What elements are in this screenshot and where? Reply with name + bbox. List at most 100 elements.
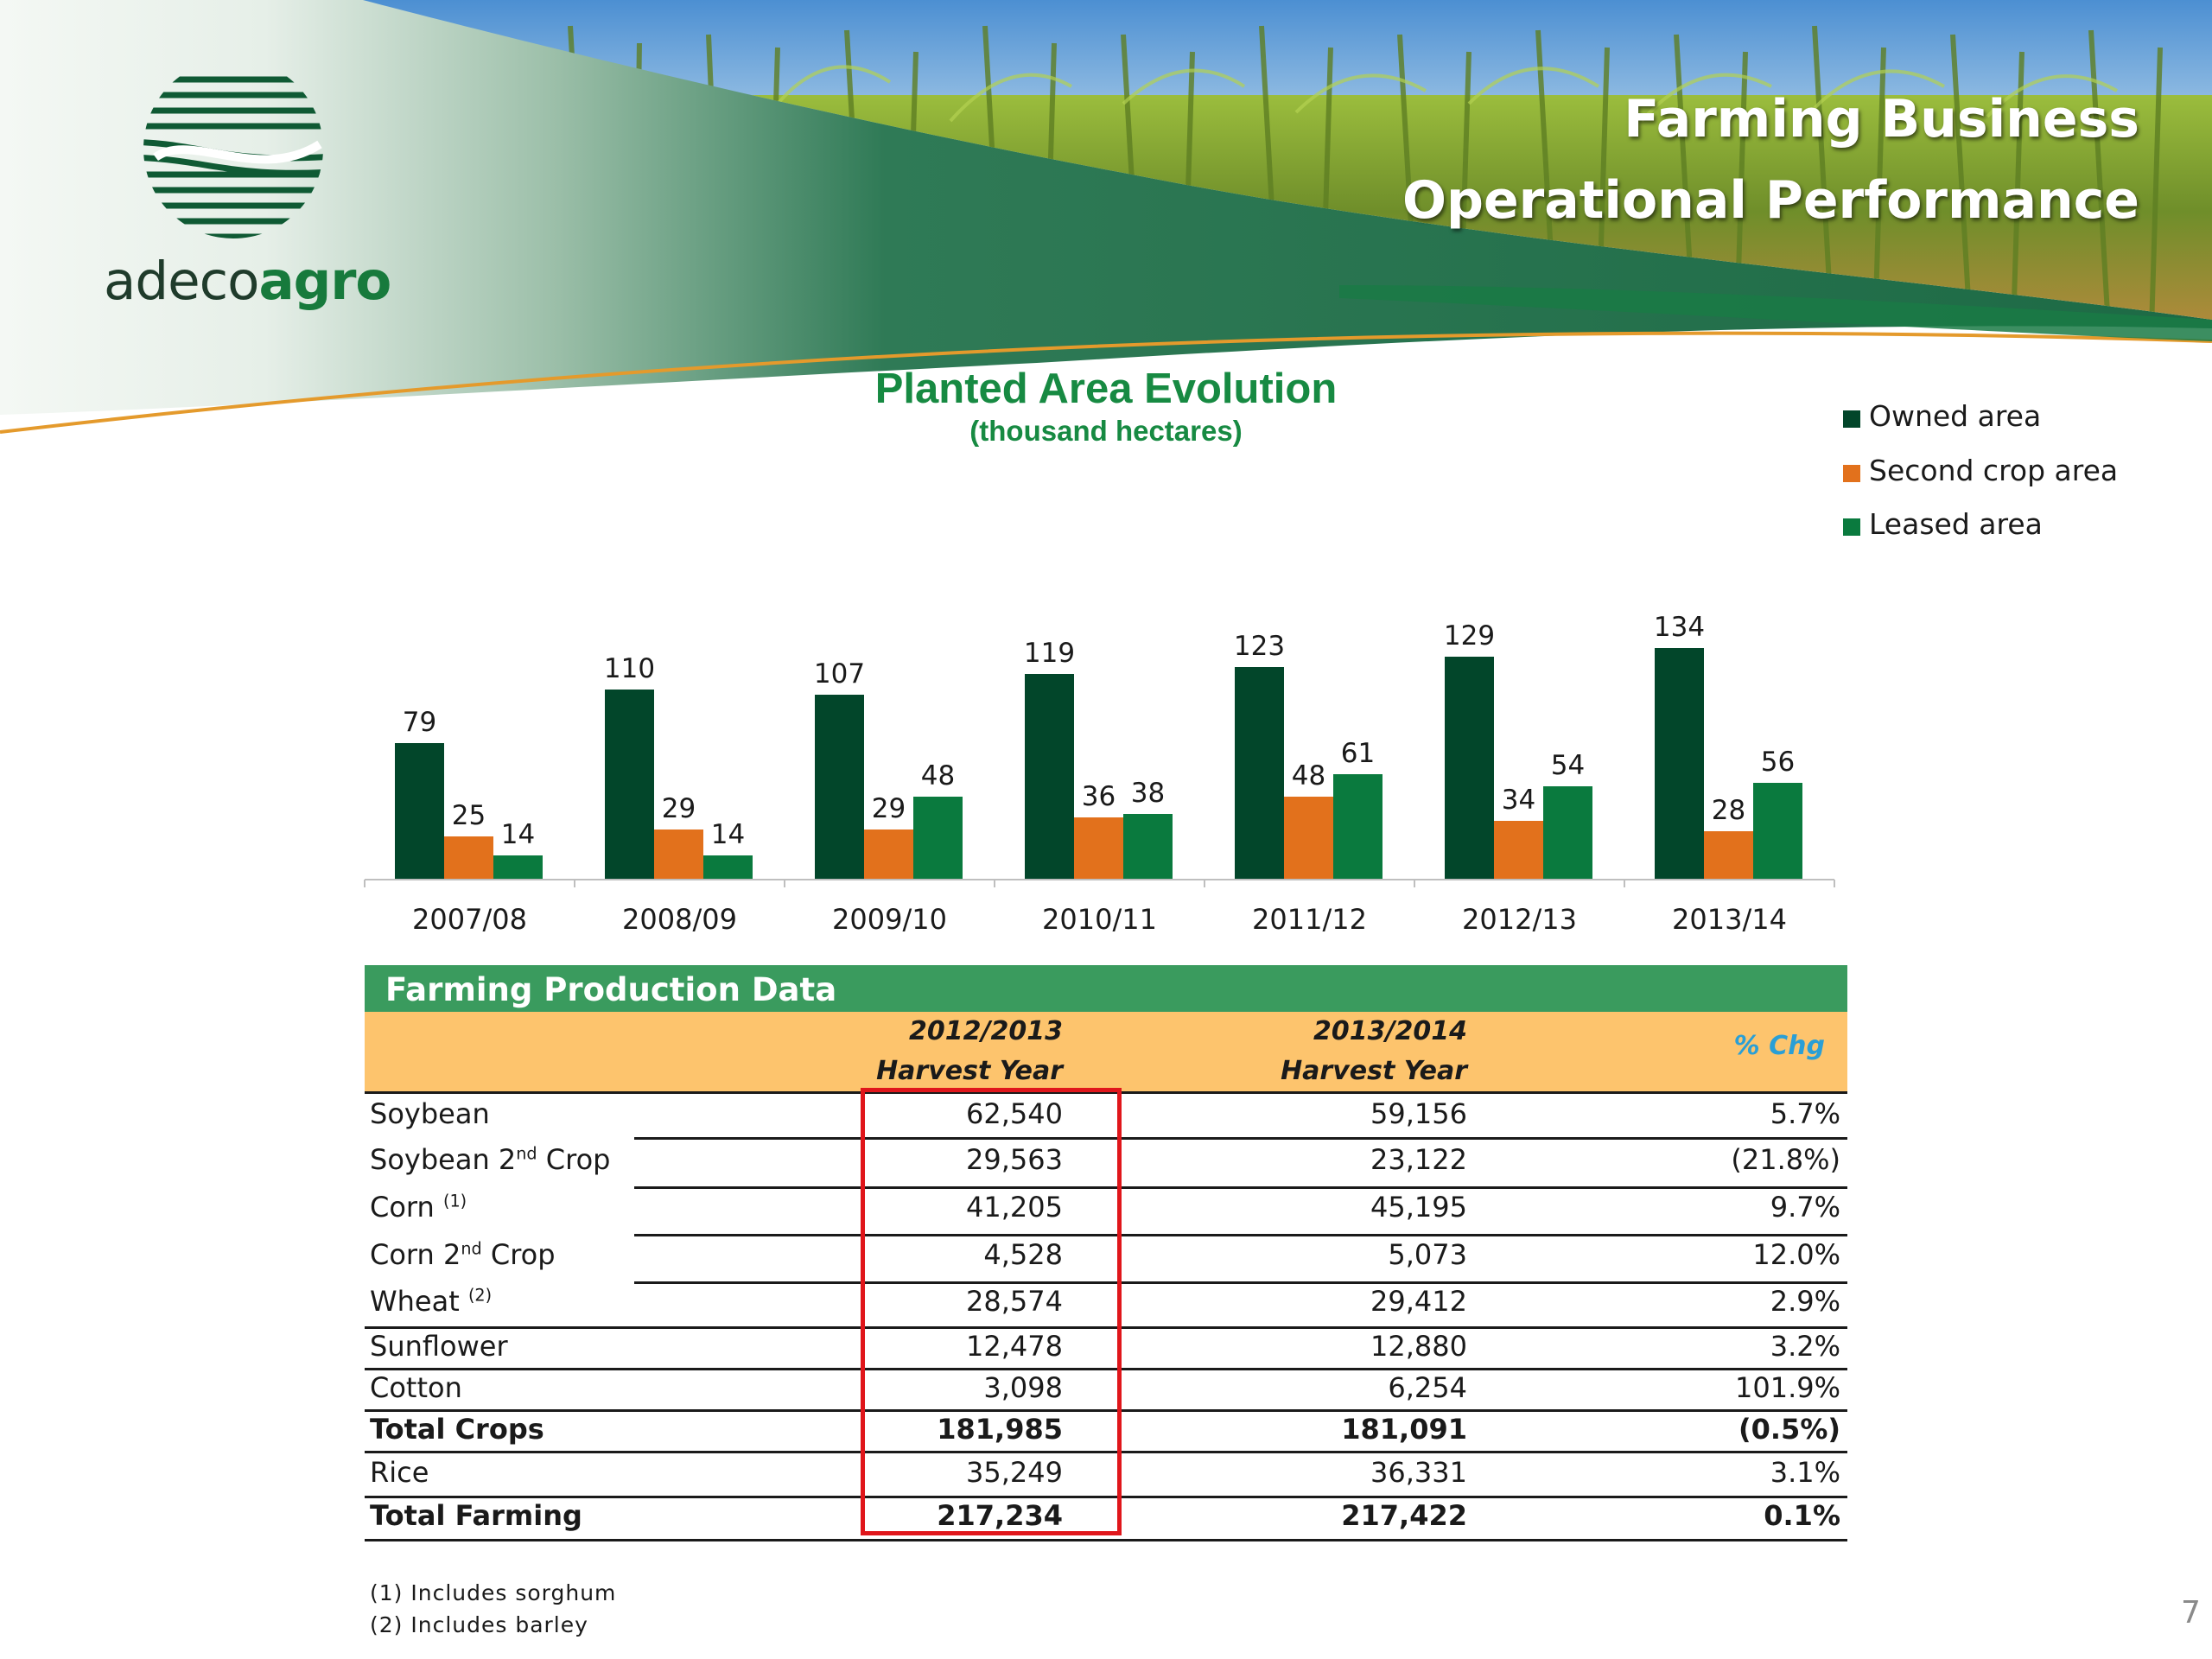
row-label-suffix: Crop bbox=[481, 1238, 556, 1271]
col-header-pct-chg: % Chg bbox=[1733, 1031, 1825, 1061]
bar-second-crop bbox=[1074, 817, 1123, 880]
bar-second-crop bbox=[1494, 821, 1543, 880]
table-row: Cotton 3,098 6,254 101.9% bbox=[365, 1371, 1847, 1413]
value-2012-2013: 12,478 bbox=[966, 1330, 1063, 1363]
value-2012-2013: 41,205 bbox=[966, 1191, 1063, 1224]
bar-owned bbox=[1235, 667, 1284, 880]
slide-title-line1: Farming Business bbox=[1624, 89, 2139, 149]
data-label: 54 bbox=[1551, 750, 1585, 781]
table-row: Total Crops 181,985 181,091 (0.5%) bbox=[365, 1413, 1847, 1454]
x-tick-label: 2011/12 bbox=[1252, 903, 1367, 936]
legend-label-owned: Owned area bbox=[1869, 399, 2042, 433]
row-label-suffix: Crop bbox=[537, 1143, 611, 1176]
data-label: 48 bbox=[1292, 760, 1325, 791]
x-tick-label: 2010/11 bbox=[1042, 903, 1157, 936]
pct-change: 0.1% bbox=[1764, 1499, 1840, 1532]
row-label: Total Crops bbox=[370, 1413, 544, 1446]
data-label: 79 bbox=[403, 707, 436, 738]
bar-owned bbox=[605, 690, 654, 880]
table-title-bar: Farming Production Data bbox=[365, 965, 1847, 1012]
row-label: Wheat (2) bbox=[370, 1285, 492, 1318]
bar-leased bbox=[1333, 774, 1382, 880]
col-header-2012-2013: 2012/2013 Harvest Year bbox=[876, 1012, 1063, 1091]
bar-second-crop bbox=[864, 830, 913, 880]
header-divider bbox=[365, 1091, 1847, 1094]
table-column-headers: 2012/2013 Harvest Year 2013/2014 Harvest… bbox=[365, 1012, 1847, 1093]
bar-second-crop bbox=[654, 830, 703, 880]
table-row: Corn (1) 41,205 45,195 9.7% bbox=[365, 1191, 1847, 1237]
pct-change: (21.8%) bbox=[1731, 1143, 1840, 1176]
data-label: 36 bbox=[1082, 781, 1116, 812]
value-2012-2013: 181,985 bbox=[937, 1413, 1063, 1446]
row-label: Cotton bbox=[370, 1371, 462, 1404]
value-2012-2013: 217,234 bbox=[937, 1499, 1063, 1532]
row-divider bbox=[634, 1281, 1847, 1284]
data-label: 25 bbox=[452, 800, 486, 831]
row-divider bbox=[365, 1368, 1847, 1370]
data-label: 123 bbox=[1234, 631, 1285, 662]
table-row: Rice 35,249 36,331 3.1% bbox=[365, 1456, 1847, 1499]
bar-second-crop bbox=[1704, 831, 1753, 880]
pct-change: 12.0% bbox=[1752, 1238, 1840, 1271]
value-2012-2013: 62,540 bbox=[966, 1097, 1063, 1130]
data-label: 29 bbox=[662, 793, 696, 824]
row-label-superscript: (2) bbox=[467, 1285, 493, 1306]
row-divider bbox=[634, 1234, 1847, 1236]
value-2013-2014: 217,422 bbox=[1341, 1499, 1467, 1532]
value-2013-2014: 29,412 bbox=[1370, 1285, 1467, 1318]
table-row: Corn 2nd Crop 4,528 5,073 12.0% bbox=[365, 1238, 1847, 1285]
x-tick-label: 2007/08 bbox=[412, 903, 527, 936]
row-label: Total Farming bbox=[370, 1499, 582, 1532]
row-label-text: Soybean 2 bbox=[370, 1143, 517, 1176]
logo-text-agro: agro bbox=[258, 251, 392, 312]
adecoagro-logo: adecoagro bbox=[104, 54, 391, 321]
value-2012-2013: 35,249 bbox=[966, 1456, 1063, 1489]
bar-leased bbox=[1123, 814, 1173, 880]
header-banner bbox=[0, 0, 2212, 449]
value-2013-2014: 36,331 bbox=[1370, 1456, 1467, 1489]
pct-change: 9.7% bbox=[1770, 1191, 1840, 1224]
chart-title: Planted Area Evolution bbox=[874, 365, 1338, 412]
row-label-text: Total Crops bbox=[370, 1413, 544, 1446]
row-label-text: Corn 2 bbox=[370, 1238, 461, 1271]
legend-swatch-second-crop bbox=[1843, 465, 1860, 482]
value-2013-2014: 59,156 bbox=[1370, 1097, 1467, 1130]
data-label: 129 bbox=[1444, 620, 1495, 652]
value-2013-2014: 181,091 bbox=[1341, 1413, 1467, 1446]
row-label-text: Total Farming bbox=[370, 1499, 582, 1532]
bar-second-crop bbox=[444, 836, 493, 880]
data-label: 34 bbox=[1502, 785, 1535, 816]
value-2013-2014: 6,254 bbox=[1388, 1371, 1467, 1404]
data-label: 28 bbox=[1712, 795, 1745, 826]
col-header-2012-2013-line1: 2012/2013 bbox=[909, 1016, 1063, 1046]
pct-change: 5.7% bbox=[1770, 1097, 1840, 1130]
value-2013-2014: 45,195 bbox=[1370, 1191, 1467, 1224]
chart-subtitle: (thousand hectares) bbox=[969, 415, 1243, 447]
logo-text-adeco: adeco bbox=[104, 251, 259, 312]
table-row: Wheat (2) 28,574 29,412 2.9% bbox=[365, 1285, 1847, 1330]
col-header-2013-2014-line2: Harvest Year bbox=[1281, 1056, 1467, 1086]
table-row: Sunflower 12,478 12,880 3.2% bbox=[365, 1330, 1847, 1371]
data-label: 48 bbox=[921, 760, 955, 791]
data-label: 119 bbox=[1024, 638, 1075, 669]
value-2013-2014: 5,073 bbox=[1388, 1238, 1467, 1271]
footnote-1: (1) Includes sorghum bbox=[370, 1580, 617, 1605]
data-label: 110 bbox=[604, 653, 655, 684]
planted-area-bar-chart: 79 25 14 2007/08 110 29 14 2008/09 107 29 48 2009/1… bbox=[364, 612, 1835, 936]
bar-second-crop bbox=[1284, 797, 1333, 880]
table-title: Farming Production Data bbox=[385, 971, 837, 1008]
row-label: Soybean bbox=[370, 1097, 490, 1130]
pct-change: 3.2% bbox=[1770, 1330, 1840, 1363]
bar-leased bbox=[1543, 786, 1592, 880]
bar-leased bbox=[913, 797, 963, 880]
value-2012-2013: 3,098 bbox=[983, 1371, 1063, 1404]
data-label: 107 bbox=[814, 658, 865, 690]
data-label: 56 bbox=[1761, 747, 1795, 778]
row-divider bbox=[365, 1326, 1847, 1329]
bar-leased bbox=[493, 855, 543, 880]
row-divider bbox=[365, 1539, 1847, 1541]
row-label: Soybean 2nd Crop bbox=[370, 1143, 610, 1176]
row-label-superscript: nd bbox=[516, 1143, 537, 1164]
row-label-text: Sunflower bbox=[370, 1330, 508, 1363]
row-label-text: Cotton bbox=[370, 1371, 462, 1404]
